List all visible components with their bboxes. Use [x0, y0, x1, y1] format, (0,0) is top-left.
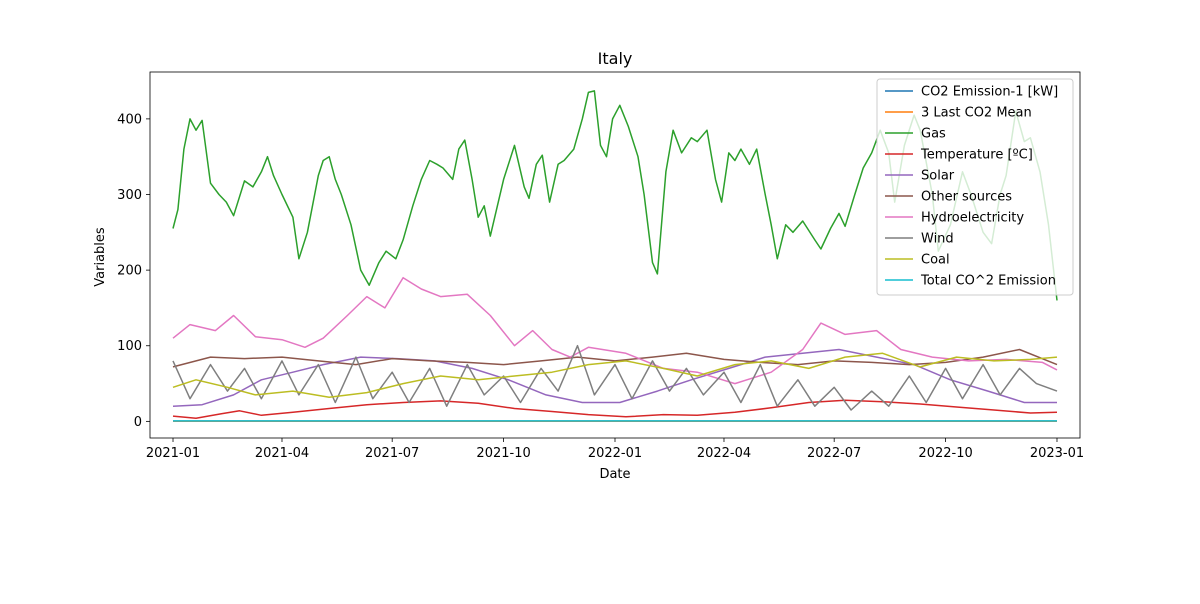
legend-label: Coal — [921, 253, 950, 268]
legend-label: CO2 Emission-1 [kW] — [921, 85, 1058, 100]
x-tick-label: 2021-01 — [146, 446, 200, 461]
series-line-5 — [172, 348, 1057, 407]
series-line-8 — [172, 344, 1058, 411]
x-tick-label: 2021-07 — [365, 446, 419, 461]
legend-label: Wind — [921, 232, 954, 247]
y-axis-label: Variables — [93, 227, 108, 287]
y-tick-label: 400 — [117, 112, 142, 127]
series-line-9 — [172, 352, 1058, 398]
legend-label: Other sources — [921, 190, 1012, 205]
x-tick-label: 2022-01 — [588, 446, 642, 461]
x-tick-label: 2023-01 — [1030, 446, 1084, 461]
series-line-7 — [172, 276, 1058, 385]
x-tick-label: 2021-10 — [476, 446, 530, 461]
legend-label: Solar — [921, 169, 955, 184]
y-tick-label: 100 — [117, 339, 142, 354]
x-axis-label: Date — [599, 467, 630, 482]
series-lines — [172, 90, 1058, 422]
legend-label: Hydroelectricity — [921, 211, 1024, 226]
plot-area — [149, 71, 1081, 439]
x-tick-label: 2021-04 — [255, 446, 309, 461]
chart-title: Italy — [598, 49, 633, 68]
series-line-4 — [172, 399, 1058, 420]
axis-ticks: 2021-01 2021-04 2021-07 2021-10 2022-01 2022-… — [117, 112, 1084, 461]
legend-label: Total CO^2 Emission — [920, 274, 1056, 289]
legend-label: 3 Last CO2 Mean — [921, 106, 1032, 121]
x-tick-label: 2022-04 — [697, 446, 751, 461]
legend-label: Temperature [ºC] — [920, 148, 1033, 163]
y-tick-label: 300 — [117, 188, 142, 203]
y-tick-label: 200 — [117, 264, 142, 279]
x-tick-label: 2022-07 — [807, 446, 861, 461]
series-line-6 — [172, 348, 1058, 368]
legend-box — [876, 78, 1074, 296]
y-tick-label: 0 — [134, 415, 142, 430]
x-tick-label: 2022-10 — [918, 446, 972, 461]
legend-label: Gas — [921, 127, 946, 142]
legend: CO2 Emission-1 [kW] 3 Last CO2 Mean Gas Tem… — [876, 78, 1074, 296]
